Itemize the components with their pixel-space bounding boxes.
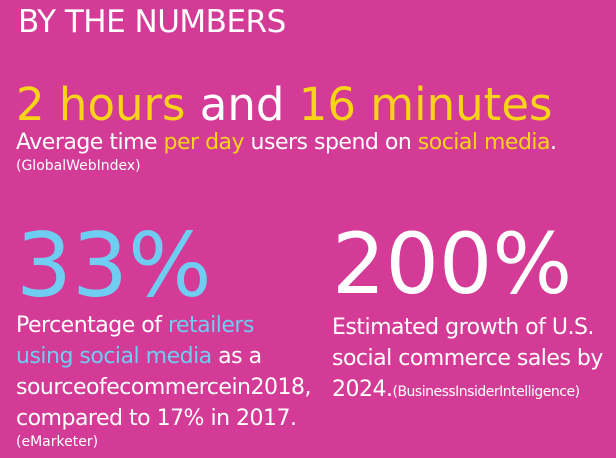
text-segment: 200%: [332, 215, 573, 313]
source: (GlobalWebIndex): [16, 158, 141, 174]
text-segment: and: [199, 78, 299, 131]
text-segment: social commerce sales by: [332, 346, 603, 371]
headline: 2 hours and 16 minutes: [16, 82, 557, 127]
text-segment: Average time: [16, 130, 164, 155]
description-line: sourceofecommercein2018,: [16, 372, 311, 403]
text-segment: sourceofecommercein2018,: [16, 375, 311, 400]
text-segment: users spend on: [244, 130, 418, 155]
source: (BusinessInsiderIntelligence): [392, 384, 580, 400]
text-segment: Estimated growth of U.S.: [332, 315, 594, 340]
text-segment: 2 hours: [16, 78, 200, 131]
text-segment: 33%: [16, 214, 212, 317]
text-segment: per day: [163, 130, 245, 155]
headline: 200%: [332, 222, 603, 306]
text-segment: 16 minutes: [298, 78, 553, 131]
text-segment: Percentage of: [16, 313, 168, 338]
description-line: Estimated growth of U.S.: [332, 312, 603, 343]
text-segment: social media: [417, 130, 551, 155]
stat: 2 hours and 16 minutes Average time per d…: [16, 82, 557, 174]
title: BY THE NUMBERS: [18, 4, 286, 40]
text-segment: compared to 17% in 2017.: [16, 406, 297, 431]
description-line: social commerce sales by: [332, 343, 603, 374]
headline: 33%: [16, 222, 311, 310]
source-line: (eMarketer): [16, 434, 311, 450]
stat: 33% Percentage of retailers using social m…: [16, 222, 311, 451]
text-segment: using social media: [16, 344, 212, 369]
text-segment: retailers: [167, 313, 254, 338]
description-line: 2024.(BusinessInsiderIntelligence): [332, 374, 603, 408]
stat: 200% Estimated growth of U.S. social comme…: [332, 222, 603, 408]
text-segment: as a: [211, 344, 262, 369]
description-line: compared to 17% in 2017.: [16, 403, 311, 434]
source-line: (GlobalWebIndex): [16, 158, 557, 174]
text-segment: 2024.: [332, 377, 393, 402]
description-line: Average time per day users spend on soci…: [16, 127, 557, 158]
source: (eMarketer): [16, 434, 99, 450]
description-line: Percentage of retailers: [16, 310, 311, 341]
text-segment: .: [550, 130, 557, 155]
description-line: using social media as a: [16, 341, 311, 372]
